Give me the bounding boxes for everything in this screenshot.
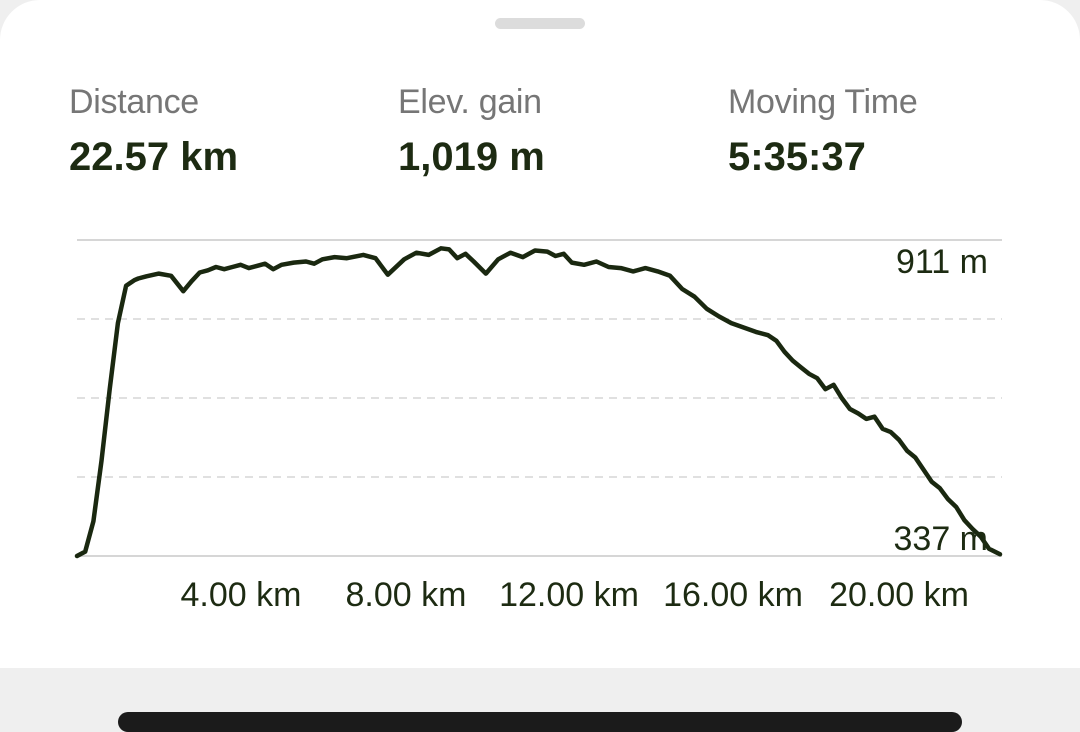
- bottom-sheet: Distance 22.57 km Elev. gain 1,019 m Mov…: [0, 0, 1080, 668]
- elevation-chart[interactable]: 911 m 337 m 4.00 km 8.00 km 12.00 km 16.00 km…: [0, 220, 1080, 620]
- next-card-peek: [118, 712, 962, 732]
- x-tick-label: 4.00 km: [181, 576, 302, 614]
- distance-stat: Distance 22.57 km: [69, 82, 238, 182]
- x-tick-label: 20.00 km: [829, 576, 969, 614]
- y-max-label: 911 m: [896, 243, 988, 281]
- x-tick-label: 8.00 km: [346, 576, 467, 614]
- sheet-surface: Distance 22.57 km Elev. gain 1,019 m Mov…: [0, 18, 1080, 620]
- drag-handle[interactable]: [495, 18, 585, 29]
- y-min-label: 337 m: [894, 520, 989, 558]
- elev-gain-label: Elev. gain: [398, 83, 542, 121]
- distance-label: Distance: [69, 83, 199, 121]
- elev-gain-stat: Elev. gain 1,019 m: [398, 82, 545, 182]
- moving-time-value: 5:35:37: [728, 135, 866, 179]
- distance-value: 22.57 km: [69, 135, 239, 179]
- x-tick-label: 16.00 km: [663, 576, 803, 614]
- moving-time-stat: Moving Time 5:35:37: [728, 82, 918, 182]
- x-tick-label: 12.00 km: [499, 576, 639, 614]
- elevation-line: [74, 246, 1003, 559]
- moving-time-label: Moving Time: [728, 83, 918, 121]
- elev-gain-value: 1,019 m: [398, 135, 545, 179]
